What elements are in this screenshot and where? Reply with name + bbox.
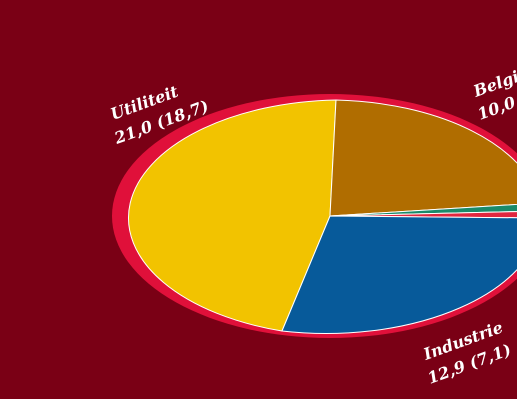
pie-slice-utiliteit (128, 99, 337, 332)
pie-slice-small-green (329, 203, 517, 217)
pie-slice-belgie (329, 99, 517, 217)
pie-slice-industrie (281, 215, 517, 334)
